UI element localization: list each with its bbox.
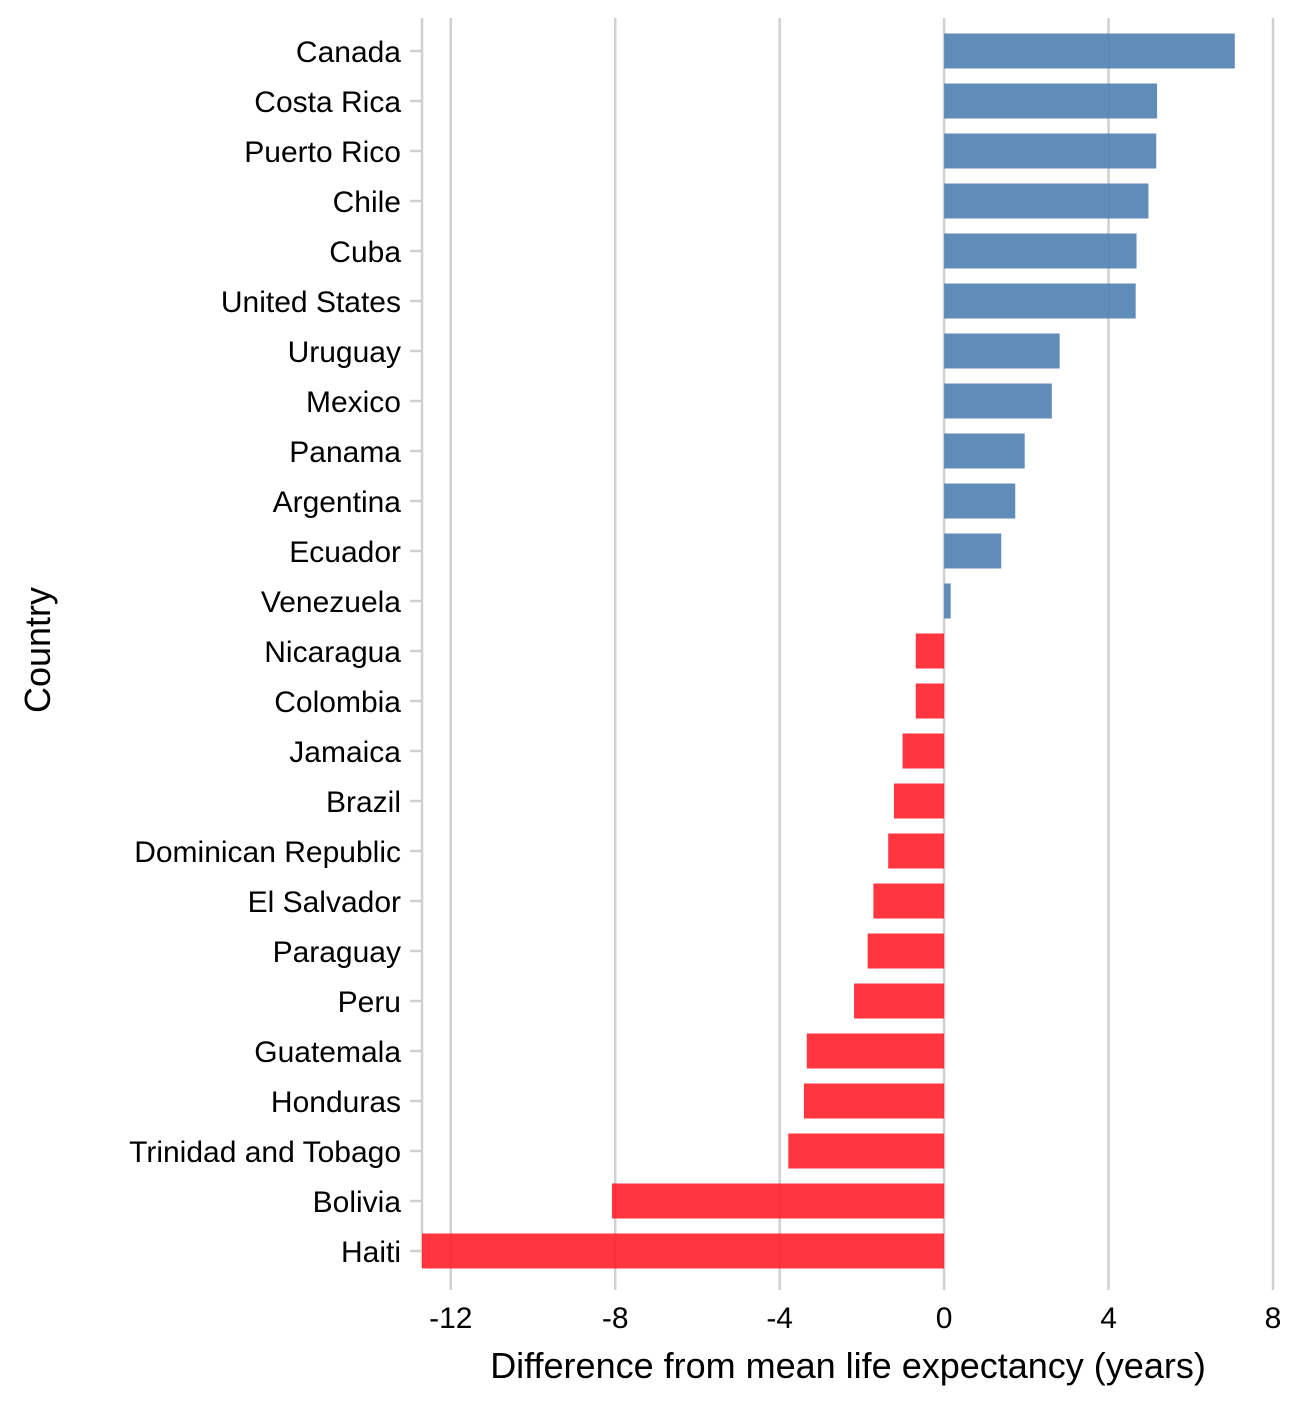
y-tick-label: Costa Rica <box>254 86 401 119</box>
bar <box>888 833 945 869</box>
y-tick-label: Puerto Rico <box>244 136 401 169</box>
y-tick-label: Cuba <box>329 236 401 269</box>
y-tick-label: Haiti <box>341 1236 401 1269</box>
y-tick-label: Brazil <box>326 786 401 819</box>
bar <box>915 633 945 669</box>
y-tick-label: Mexico <box>306 386 401 419</box>
y-tick-label: Honduras <box>271 1086 401 1119</box>
x-tick-label: 4 <box>1100 1302 1117 1335</box>
bar <box>893 783 945 819</box>
y-tick-label: Trinidad and Tobago <box>129 1136 401 1169</box>
y-tick-label: Nicaragua <box>264 636 401 669</box>
bar <box>944 533 1002 569</box>
bar <box>944 133 1157 169</box>
gridlines <box>420 18 1275 1290</box>
bar <box>944 583 951 619</box>
y-tick-label: United States <box>221 286 401 319</box>
bar <box>944 183 1149 219</box>
bar <box>944 433 1025 469</box>
x-tick-label: 0 <box>936 1302 953 1335</box>
y-tick-label: Dominican Republic <box>134 836 401 869</box>
y-tick-label: Jamaica <box>289 736 401 769</box>
x-tick-label: -8 <box>602 1302 629 1335</box>
bar <box>611 1183 945 1219</box>
x-axis: -12 -8 -4 0 4 8 <box>429 1302 1281 1335</box>
bar <box>854 983 945 1019</box>
bar <box>944 483 1016 519</box>
y-tick-label: Ecuador <box>289 536 401 569</box>
bar <box>803 1083 945 1119</box>
y-axis: Canada Costa Rica Puerto Rico Chile Cuba Unit… <box>129 36 422 1269</box>
bar <box>867 933 945 969</box>
bar <box>944 333 1060 369</box>
bar <box>788 1133 945 1169</box>
y-tick-label: Colombia <box>274 686 401 719</box>
y-tick-label: Uruguay <box>288 336 401 369</box>
bar <box>806 1033 945 1069</box>
x-tick-label: -12 <box>429 1302 472 1335</box>
y-tick-label: Canada <box>296 36 401 69</box>
x-axis-title: Difference from mean life expectancy (ye… <box>490 1345 1206 1386</box>
y-tick-label: El Salvador <box>248 886 401 919</box>
bar <box>944 83 1158 119</box>
bar <box>944 383 1052 419</box>
y-tick-label: Argentina <box>273 486 402 519</box>
y-tick-label: Peru <box>338 986 401 1019</box>
y-tick-label: Guatemala <box>254 1036 401 1069</box>
x-tick-label: 8 <box>1265 1302 1282 1335</box>
y-tick-label: Bolivia <box>313 1186 402 1219</box>
bar <box>944 33 1235 69</box>
bar <box>944 283 1136 319</box>
bar <box>873 883 945 919</box>
bar <box>902 733 945 769</box>
bars <box>422 33 1235 1269</box>
bar <box>944 233 1137 269</box>
y-tick-label: Paraguay <box>273 936 401 969</box>
y-axis-title: Country <box>17 587 58 713</box>
x-tick-label: -4 <box>766 1302 793 1335</box>
y-tick-label: Venezuela <box>261 586 401 619</box>
bar <box>915 683 945 719</box>
bar <box>422 1233 945 1269</box>
y-tick-label: Panama <box>289 436 401 469</box>
y-tick-label: Chile <box>333 186 401 219</box>
